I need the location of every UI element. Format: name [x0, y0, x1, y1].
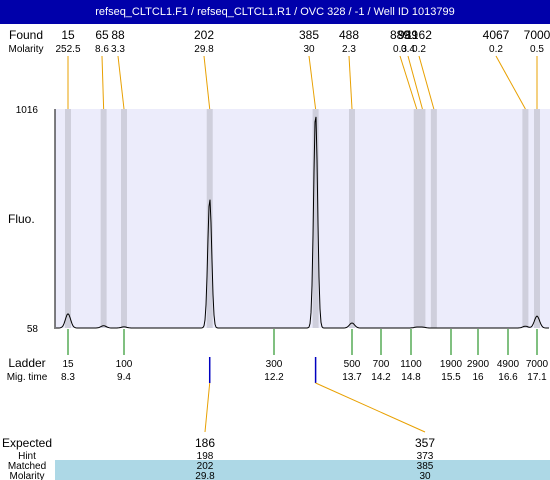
found-size-7000: 7000 [524, 28, 550, 42]
found-molarity-65: 8.6 [95, 44, 109, 55]
molarity-value-357: 30 [419, 471, 431, 480]
peak-band-488 [349, 109, 355, 328]
found-size-15: 15 [61, 28, 75, 42]
peak-band-65 [100, 109, 107, 328]
ladder-time-15: 8.3 [61, 372, 75, 383]
found-connector-889 [399, 55, 418, 110]
found-size-889: 889 [390, 28, 410, 42]
hint-value-357: 373 [417, 451, 434, 462]
ladder-label: Ladder [8, 356, 45, 370]
plot-area [55, 109, 550, 328]
chart-marks: 15252.5658.6883.320229.8385304882.38890.… [55, 28, 550, 480]
found-molarity-385: 30 [303, 44, 315, 55]
ladder-size-15: 15 [62, 359, 74, 370]
ladder-time-500: 13.7 [342, 372, 362, 383]
hint-value-186: 198 [197, 451, 214, 462]
ladder-time-700: 14.2 [371, 372, 391, 383]
found-molarity-989: 0.4 [401, 44, 415, 55]
expected-value-186: 186 [195, 436, 215, 450]
found-molarity-1162: 0.2 [412, 44, 426, 55]
peak-bands [65, 109, 540, 328]
y-min-label: 58 [27, 324, 39, 335]
ladder-time-4900: 16.6 [498, 372, 518, 383]
expected-connector-186 [204, 382, 211, 433]
expected-connector-357 [315, 382, 426, 433]
matched-value-186: 202 [197, 461, 214, 472]
peak-band-15 [65, 109, 71, 328]
peak-band-88 [121, 109, 127, 328]
found-molarity-889: 0.3 [393, 44, 407, 55]
found-connector-202 [203, 55, 211, 110]
ladder-size-300: 300 [266, 359, 283, 370]
matched-label: Matched [8, 461, 46, 472]
fluo-label: Fluo. [8, 212, 35, 226]
peak-band-202 [206, 109, 213, 328]
matched-row-band [55, 460, 550, 471]
ladder-size-2900: 2900 [467, 359, 490, 370]
found-connector-65 [101, 55, 105, 110]
found-connector-385 [308, 55, 317, 110]
peak-band-7000 [534, 109, 540, 328]
electropherogram-chart: Found Molarity Fluo. Ladder Mig. time Ex… [2, 28, 550, 480]
found-molarity-88: 3.3 [111, 44, 125, 55]
found-molarity-4067: 0.2 [489, 44, 503, 55]
molarity-value-186: 29.8 [195, 471, 215, 480]
found-molarity-488: 2.3 [342, 44, 356, 55]
peak-band-889 [413, 109, 420, 328]
chart-title: refseq_CLTCL1.F1 / refseq_CLTCL1.R1 / OV… [0, 0, 550, 24]
found-size-4067: 4067 [483, 28, 510, 42]
molarity-bottom-label: Molarity [9, 471, 44, 480]
y-max-label: 1016 [16, 105, 39, 116]
ladder-time-1100: 14.8 [401, 372, 421, 383]
ladder-time-7000: 17.1 [527, 372, 547, 383]
expected-value-357: 357 [415, 436, 435, 450]
matched-value-357: 385 [417, 461, 434, 472]
found-connector-488 [348, 55, 353, 110]
ladder-size-1900: 1900 [440, 359, 463, 370]
hint-label: Hint [18, 451, 36, 462]
expected-label: Expected [2, 436, 52, 450]
ladder-size-1100: 1100 [400, 359, 422, 370]
peak-band-385 [312, 109, 319, 328]
found-size-88: 88 [111, 28, 125, 42]
found-connector-4067 [495, 55, 526, 110]
found-molarity-7000: 0.5 [530, 44, 544, 55]
found-size-488: 488 [339, 28, 359, 42]
peak-band-1162 [430, 109, 437, 328]
found-size-1162: 1162 [406, 28, 432, 42]
mig-time-label: Mig. time [7, 372, 48, 383]
molarity-label: Molarity [8, 44, 43, 55]
ladder-size-7000: 7000 [526, 359, 549, 370]
found-size-65: 65 [95, 28, 109, 42]
found-connector-1162 [418, 55, 435, 110]
found-size-989: 989 [398, 28, 418, 42]
ladder-time-300: 12.2 [264, 372, 284, 383]
found-connector-989 [407, 55, 423, 110]
found-molarity-15: 252.5 [55, 44, 80, 55]
molarity-row-band [55, 471, 550, 480]
ladder-size-4900: 4900 [497, 359, 520, 370]
peak-band-989 [419, 109, 426, 328]
found-size-385: 385 [299, 28, 319, 42]
ladder-size-700: 700 [373, 359, 390, 370]
found-molarity-202: 29.8 [194, 44, 214, 55]
peak-band-4067 [522, 109, 529, 328]
found-connector-88 [117, 55, 125, 110]
ladder-size-100: 100 [116, 359, 133, 370]
found-label: Found [9, 28, 43, 42]
found-size-202: 202 [194, 28, 214, 42]
ladder-time-1900: 15.5 [441, 372, 461, 383]
ladder-time-2900: 16 [472, 372, 484, 383]
fluorescence-trace [56, 116, 549, 329]
ladder-time-100: 9.4 [117, 372, 131, 383]
ladder-size-500: 500 [344, 359, 361, 370]
